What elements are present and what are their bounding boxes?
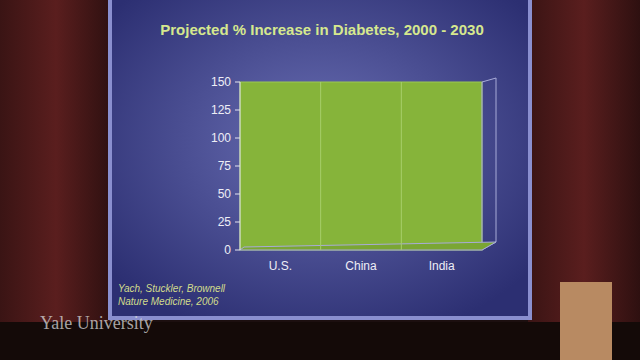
root: Projected % Increase in Diabetes, 2000 -… xyxy=(0,0,640,360)
category-divider xyxy=(401,82,402,250)
x-tick-label: India xyxy=(429,259,455,273)
y-tick xyxy=(235,166,240,167)
y-tick xyxy=(235,194,240,195)
slide-frame xyxy=(108,0,532,320)
y-tick xyxy=(235,250,240,251)
y-tick xyxy=(235,82,240,83)
y-tick xyxy=(235,110,240,111)
y-tick-label: 100 xyxy=(211,131,231,145)
y-tick-label: 25 xyxy=(218,215,232,229)
plot-depth xyxy=(482,78,496,250)
x-tick-label: China xyxy=(345,259,377,273)
background xyxy=(0,0,640,360)
y-tick-label: 75 xyxy=(218,159,232,173)
y-tick-label: 0 xyxy=(224,243,231,257)
y-tick-label: 50 xyxy=(218,187,232,201)
slide xyxy=(112,0,528,316)
citation: Yach, Stuckler, Brownell xyxy=(118,283,226,294)
scene: Projected % Increase in Diabetes, 2000 -… xyxy=(0,0,640,360)
citation: Nature Medicine, 2006 xyxy=(118,296,219,307)
curtain xyxy=(528,0,640,330)
plot-wall xyxy=(240,82,482,250)
y-tick xyxy=(235,222,240,223)
plot-floor xyxy=(240,242,496,250)
title: Projected % Increase in Diabetes, 2000 -… xyxy=(160,21,484,38)
curtain xyxy=(0,0,112,330)
x-tick-label: U.S. xyxy=(269,259,292,273)
y-tick-label: 125 xyxy=(211,103,231,117)
category-divider xyxy=(320,82,321,250)
y-tick-label: 150 xyxy=(211,75,231,89)
y-tick xyxy=(235,138,240,139)
podium xyxy=(560,282,612,360)
watermark: Yale University xyxy=(40,313,153,333)
